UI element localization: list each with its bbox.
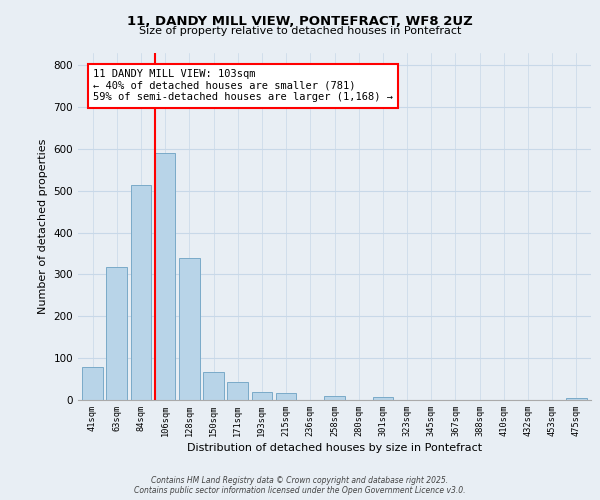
Bar (276, 393, 296, 400)
Text: Size of property relative to detached houses in Pontefract: Size of property relative to detached ho… (139, 26, 461, 36)
Bar (373, 398, 393, 400)
X-axis label: Distribution of detached houses by size in Pontefract: Distribution of detached houses by size … (187, 444, 482, 454)
Bar (251, 392, 272, 400)
Bar (566, 398, 587, 400)
Text: Contains HM Land Registry data © Crown copyright and database right 2025.
Contai: Contains HM Land Registry data © Crown c… (134, 476, 466, 495)
Bar (227, 382, 248, 400)
Bar (131, 185, 151, 400)
Text: 11, DANDY MILL VIEW, PONTEFRACT, WF8 2UZ: 11, DANDY MILL VIEW, PONTEFRACT, WF8 2UZ (127, 15, 473, 28)
Bar (106, 267, 127, 400)
Bar (155, 153, 175, 400)
Text: 11 DANDY MILL VIEW: 103sqm
← 40% of detached houses are smaller (781)
59% of sem: 11 DANDY MILL VIEW: 103sqm ← 40% of deta… (93, 69, 393, 102)
Bar (179, 258, 200, 400)
Bar (324, 396, 345, 400)
Bar (82, 368, 103, 400)
Bar (203, 372, 224, 400)
Y-axis label: Number of detached properties: Number of detached properties (38, 138, 48, 314)
